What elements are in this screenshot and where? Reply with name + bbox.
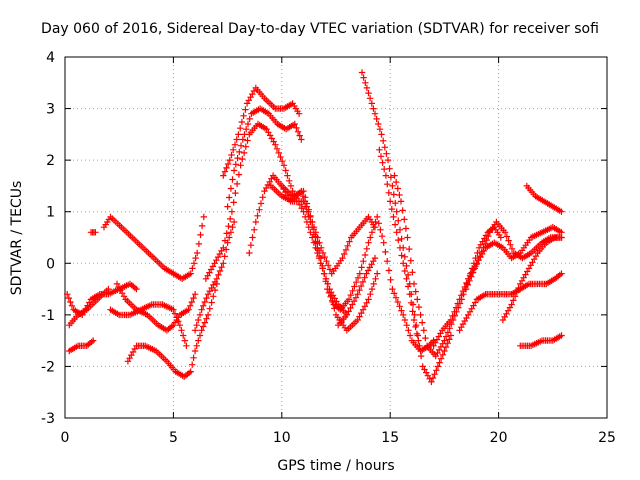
x-tick-label: 15 — [381, 430, 399, 446]
x-axis-label: GPS time / hours — [277, 458, 394, 474]
data-point-markers — [220, 84, 303, 179]
data-point-markers — [66, 337, 97, 355]
data-point-markers — [224, 105, 305, 210]
data-series — [100, 213, 207, 282]
data-points — [64, 69, 565, 386]
y-tick-label: 4 — [46, 50, 55, 66]
data-series — [113, 280, 199, 334]
data-series — [220, 84, 303, 179]
y-tick-label: -2 — [41, 359, 55, 375]
y-tick-label: -3 — [41, 411, 55, 427]
x-tick-label: 5 — [169, 430, 178, 446]
x-tick-label: 0 — [61, 430, 70, 446]
x-tick-label: 25 — [598, 430, 616, 446]
data-point-markers — [456, 270, 565, 334]
data-series — [335, 254, 379, 329]
data-point-markers — [124, 280, 220, 380]
plot-frame — [64, 56, 608, 419]
data-point-markers — [376, 146, 422, 344]
data-point-markers — [278, 182, 437, 355]
y-tick-label: 1 — [46, 205, 55, 221]
data-series — [66, 337, 97, 355]
data-series — [462, 218, 565, 293]
y-tick-label: 3 — [46, 102, 55, 118]
data-series — [107, 301, 190, 349]
y-tick-label: 0 — [46, 256, 55, 272]
data-point-markers — [523, 182, 565, 215]
y-tick-label: 2 — [46, 153, 55, 169]
data-point-markers — [107, 301, 190, 349]
data-point-markers — [335, 254, 379, 329]
data-series — [456, 270, 565, 334]
data-point-markers — [100, 213, 207, 282]
data-point-markers — [462, 218, 565, 293]
data-series — [87, 229, 99, 236]
data-series — [376, 146, 422, 344]
data-series — [124, 280, 220, 380]
data-point-markers — [87, 229, 99, 236]
data-point-markers — [113, 280, 199, 334]
x-tick-label: 10 — [273, 430, 291, 446]
data-point-markers — [499, 234, 565, 324]
data-point-markers — [191, 218, 238, 334]
axis-ticks: 0 5 10 15 20 25 -3 -2 -1 0 1 2 3 4 — [41, 50, 616, 446]
y-axis-label: SDTVAR / TECUs — [9, 181, 25, 296]
chart-title: Day 060 of 2016, Sidereal Day-to-day VTE… — [41, 21, 599, 37]
data-series — [191, 218, 238, 334]
data-series — [499, 234, 565, 324]
gridlines — [65, 57, 607, 418]
data-series — [224, 105, 305, 210]
data-series — [523, 182, 565, 215]
data-series — [517, 332, 565, 349]
data-point-markers — [517, 332, 565, 349]
x-tick-label: 20 — [490, 430, 508, 446]
data-series — [278, 182, 437, 355]
y-tick-label: -1 — [41, 308, 55, 324]
